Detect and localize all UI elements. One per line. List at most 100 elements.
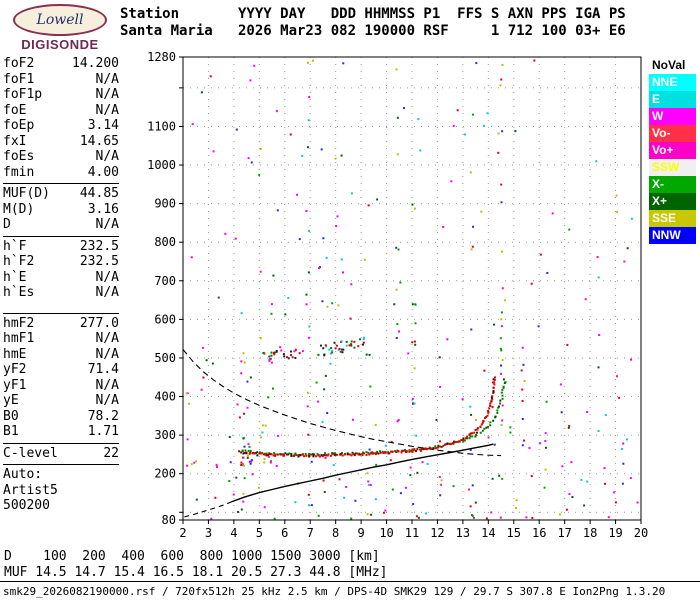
param-label: h`F bbox=[3, 238, 27, 254]
param-row-auto: Auto: bbox=[3, 467, 119, 483]
svg-text:1280: 1280 bbox=[147, 50, 176, 64]
param-group-0: foF2 14.200 foF1 N/A foF1p N/A foE N/A foEp 3.14 f… bbox=[3, 56, 119, 180]
ionogram-svg: 2 3 4 5 6 7 8 9 10 11 12 13 14 15 16 17 18 19 20 80 200 300 40… bbox=[147, 50, 648, 540]
param-value: 22 bbox=[103, 445, 119, 461]
param-label: B1 bbox=[3, 424, 19, 439]
param-value: 232.5 bbox=[79, 254, 119, 269]
param-label: foF2 bbox=[3, 56, 35, 71]
svg-text:4: 4 bbox=[230, 526, 237, 540]
param-label: 500200 bbox=[3, 498, 50, 513]
param-label: yE bbox=[3, 393, 19, 408]
param-row-hes: h`Es N/A bbox=[3, 285, 119, 301]
param-value: 3.14 bbox=[87, 118, 119, 133]
svg-text:7: 7 bbox=[307, 526, 314, 540]
svg-text:13: 13 bbox=[456, 526, 470, 540]
param-row-mufd: MUF(D) 44.85 bbox=[3, 186, 119, 202]
legend-item-e: E bbox=[649, 91, 696, 108]
svg-text:12: 12 bbox=[430, 526, 444, 540]
param-value: 277.0 bbox=[79, 315, 119, 331]
param-label: hmF2 bbox=[3, 315, 35, 331]
param-group-2: h`F 232.5 h`F2 232.5 h`E N/A h`Es N/A bbox=[3, 235, 119, 301]
param-label: yF2 bbox=[3, 362, 27, 377]
svg-text:5: 5 bbox=[256, 526, 263, 540]
param-row-500200: 500200 bbox=[3, 498, 119, 514]
param-value: N/A bbox=[95, 149, 119, 164]
logo-lowell-text: Lowell bbox=[36, 12, 84, 28]
svg-text:1000: 1000 bbox=[147, 158, 176, 172]
svg-text:17: 17 bbox=[557, 526, 571, 540]
param-label: Auto: bbox=[3, 467, 43, 482]
param-value: N/A bbox=[95, 87, 119, 102]
param-label: fxI bbox=[3, 133, 27, 149]
param-value: 44.85 bbox=[79, 186, 119, 201]
svg-text:16: 16 bbox=[532, 526, 546, 540]
param-group-3: hmF2 277.0 hmF1 N/A hmE N/A yF2 71.4 yF1 N/A yE N/A… bbox=[3, 312, 119, 440]
svg-text:700: 700 bbox=[154, 274, 176, 288]
param-value: N/A bbox=[95, 285, 119, 300]
param-label: foE bbox=[3, 102, 27, 118]
param-value: 3.16 bbox=[87, 201, 119, 217]
param-row-hmf1: hmF1 N/A bbox=[3, 331, 119, 347]
svg-text:200: 200 bbox=[154, 467, 176, 481]
legend-item-nnw: NNW bbox=[649, 227, 696, 244]
param-group-5: Auto: Artist5 500200 bbox=[3, 464, 119, 514]
param-label: B0 bbox=[3, 408, 19, 424]
lowell-logo-oval: Lowell bbox=[13, 4, 107, 36]
svg-text:500: 500 bbox=[154, 351, 176, 365]
muf-distance-table: D 100 200 400 600 800 1000 1500 3000 [km… bbox=[4, 549, 388, 580]
svg-text:18: 18 bbox=[583, 526, 597, 540]
param-label: Artist5 bbox=[3, 482, 58, 498]
svg-text:15: 15 bbox=[507, 526, 521, 540]
param-row-yf2: yF2 71.4 bbox=[3, 362, 119, 378]
param-row-fof1: foF1 N/A bbox=[3, 72, 119, 88]
param-label: hmF1 bbox=[3, 331, 35, 346]
param-label: D bbox=[3, 217, 11, 232]
svg-text:2: 2 bbox=[179, 526, 186, 540]
param-row-hmf2: hmF2 277.0 bbox=[3, 316, 119, 332]
svg-text:20: 20 bbox=[634, 526, 648, 540]
param-row-hf: h`F 232.5 bbox=[3, 239, 119, 255]
param-label: foEp bbox=[3, 118, 35, 133]
param-row-b1: B1 1.71 bbox=[3, 424, 119, 440]
svg-text:300: 300 bbox=[154, 428, 176, 442]
param-row-fmin: fmin 4.00 bbox=[3, 165, 119, 181]
footer-divider bbox=[0, 581, 700, 582]
svg-text:400: 400 bbox=[154, 390, 176, 404]
param-row-clevel: C-level 22 bbox=[3, 446, 119, 462]
param-value: 14.200 bbox=[72, 56, 119, 71]
svg-text:11: 11 bbox=[405, 526, 419, 540]
param-label: C-level bbox=[3, 445, 58, 461]
legend-item-x: X- bbox=[649, 176, 696, 193]
svg-text:1100: 1100 bbox=[147, 119, 176, 133]
param-row-hf2: h`F2 232.5 bbox=[3, 254, 119, 270]
svg-text:14: 14 bbox=[481, 526, 495, 540]
param-label: foF1p bbox=[3, 87, 43, 102]
svg-text:8: 8 bbox=[332, 526, 339, 540]
param-value: N/A bbox=[95, 102, 119, 118]
file-info-line: smk29_2026082190000.rsf / 720fx512h 25 k… bbox=[3, 585, 666, 598]
header-line1: Station YYYY DAY DDD HHMMSS P1 FFS S AXN… bbox=[120, 6, 626, 22]
svg-text:80: 80 bbox=[162, 513, 176, 527]
legend-item-ssw: SSW bbox=[649, 159, 696, 176]
svg-text:10: 10 bbox=[379, 526, 393, 540]
logo-digisonde-text: DIGISONDE bbox=[21, 37, 99, 52]
param-label: foEs bbox=[3, 149, 35, 164]
param-row-yf1: yF1 N/A bbox=[3, 378, 119, 394]
param-label: foF1 bbox=[3, 71, 35, 87]
param-row-md: M(D) 3.16 bbox=[3, 202, 119, 218]
param-row-foe: foE N/A bbox=[3, 103, 119, 119]
legend: NoVal NNE E W Vo- Vo+ SSW X- X+ SSE NNW bbox=[649, 57, 696, 244]
param-value: 14.65 bbox=[79, 133, 119, 149]
param-label: M(D) bbox=[3, 201, 35, 217]
legend-item-noval: NoVal bbox=[649, 57, 696, 74]
parameter-panel: foF2 14.200 foF1 N/A foF1p N/A foE N/A foEp 3.14 f… bbox=[3, 56, 119, 514]
param-row-b0: B0 78.2 bbox=[3, 409, 119, 425]
svg-text:3: 3 bbox=[205, 526, 212, 540]
param-group-4: C-level 22 bbox=[3, 442, 119, 462]
legend-item-w: W bbox=[649, 108, 696, 125]
param-label: h`E bbox=[3, 269, 27, 285]
param-value: 78.2 bbox=[87, 408, 119, 424]
param-label: MUF(D) bbox=[3, 186, 50, 201]
param-value: N/A bbox=[95, 269, 119, 285]
